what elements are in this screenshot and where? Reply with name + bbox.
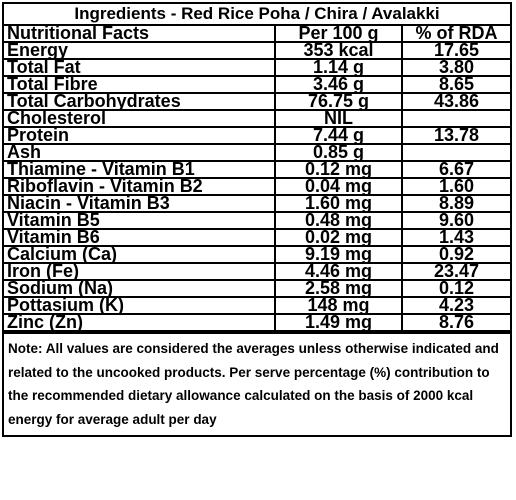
table-row: Cholesterol NIL: [4, 109, 510, 128]
per-100g-value: 0.48 mg: [274, 211, 403, 230]
nutrient-name: Vitamin B5: [4, 211, 276, 230]
nutrient-name: Total Fat: [4, 58, 276, 77]
rda-value: 4.23: [401, 296, 510, 315]
nutrient-name: Energy: [4, 41, 276, 60]
table-header-row: Nutritional Facts Per 100 g % of RDA: [4, 26, 510, 43]
nutrient-name: Vitamin B6: [4, 228, 276, 247]
nutrient-name: Niacin - Vitamin B3: [4, 194, 276, 213]
per-100g-value: 0.12 mg: [274, 160, 403, 179]
nutrient-name: Total Fibre: [4, 75, 276, 94]
rda-value: 3.80: [401, 58, 510, 77]
per-100g-value: 0.85 g: [274, 143, 403, 162]
rda-value: 13.78: [401, 126, 510, 145]
per-100g-value: 2.58 mg: [274, 279, 403, 298]
ingredients-title: Ingredients - Red Rice Poha / Chira / Av…: [4, 4, 510, 26]
nutrient-name: Ash: [4, 143, 276, 162]
rda-value: 8.76: [401, 313, 510, 332]
nutrient-name: Calcium (Ca): [4, 245, 276, 264]
rda-value: 0.12: [401, 279, 510, 298]
table-row: Iron (Fe) 4.46 mg 23.47: [4, 262, 510, 281]
footnote: Note: All values are considered the aver…: [4, 332, 510, 435]
per-100g-value: 7.44 g: [274, 126, 403, 145]
nutrient-name: Pottasium (K): [4, 296, 276, 315]
rda-value: 1.60: [401, 177, 510, 196]
per-100g-value: 3.46 g: [274, 75, 403, 94]
per-100g-value: 1.14 g: [274, 58, 403, 77]
rda-value: 9.60: [401, 211, 510, 230]
nutrient-name: Riboflavin - Vitamin B2: [4, 177, 276, 196]
per-100g-value: 0.04 mg: [274, 177, 403, 196]
header-per-100g: Per 100 g: [274, 26, 403, 43]
table-row: Total Fibre 3.46 g 8.65: [4, 75, 510, 94]
rda-value: 1.43: [401, 228, 510, 247]
table-row: Vitamin B6 0.02 mg 1.43: [4, 228, 510, 247]
rda-value: [401, 143, 510, 162]
nutrition-panel: Ingredients - Red Rice Poha / Chira / Av…: [2, 2, 512, 437]
table-row: Pottasium (K) 148 mg 4.23: [4, 296, 510, 315]
table-row: Ash 0.85 g: [4, 143, 510, 162]
per-100g-value: 148 mg: [274, 296, 403, 315]
per-100g-value: 9.19 mg: [274, 245, 403, 264]
per-100g-value: 1.60 mg: [274, 194, 403, 213]
nutrient-name: Total Carbohydrates: [4, 92, 276, 111]
nutrient-name: Cholesterol: [4, 109, 276, 128]
table-row: Thiamine - Vitamin B1 0.12 mg 6.67: [4, 160, 510, 179]
rda-value: 0.92: [401, 245, 510, 264]
per-100g-value: 4.46 mg: [274, 262, 403, 281]
nutrient-name: Zinc (Zn): [4, 313, 276, 332]
header-nutritional-facts: Nutritional Facts: [4, 26, 276, 43]
header-rda: % of RDA: [401, 26, 510, 43]
table-row: Energy 353 kcal 17.65: [4, 41, 510, 60]
nutrition-table: Nutritional Facts Per 100 g % of RDA Ene…: [4, 26, 510, 332]
rda-value: [401, 109, 510, 128]
table-row: Protein 7.44 g 13.78: [4, 126, 510, 145]
table-row: Vitamin B5 0.48 mg 9.60: [4, 211, 510, 230]
nutrient-name: Iron (Fe): [4, 262, 276, 281]
table-row: Riboflavin - Vitamin B2 0.04 mg 1.60: [4, 177, 510, 196]
rda-value: 17.65: [401, 41, 510, 60]
nutrient-name: Thiamine - Vitamin B1: [4, 160, 276, 179]
per-100g-value: 76.75 g: [274, 92, 403, 111]
rda-value: 6.67: [401, 160, 510, 179]
per-100g-value: 1.49 mg: [274, 313, 403, 332]
rda-value: 43.86: [401, 92, 510, 111]
table-row: Niacin - Vitamin B3 1.60 mg 8.89: [4, 194, 510, 213]
rda-value: 8.65: [401, 75, 510, 94]
table-row: Zinc (Zn) 1.49 mg 8.76: [4, 313, 510, 332]
table-row: Sodium (Na) 2.58 mg 0.12: [4, 279, 510, 298]
per-100g-value: 353 kcal: [274, 41, 403, 60]
nutrient-name: Sodium (Na): [4, 279, 276, 298]
nutrient-name: Protein: [4, 126, 276, 145]
rda-value: 8.89: [401, 194, 510, 213]
table-row: Total Carbohydrates 76.75 g 43.86: [4, 92, 510, 111]
per-100g-value: 0.02 mg: [274, 228, 403, 247]
table-row: Total Fat 1.14 g 3.80: [4, 58, 510, 77]
rda-value: 23.47: [401, 262, 510, 281]
table-row: Calcium (Ca) 9.19 mg 0.92: [4, 245, 510, 264]
per-100g-value: NIL: [274, 109, 403, 128]
